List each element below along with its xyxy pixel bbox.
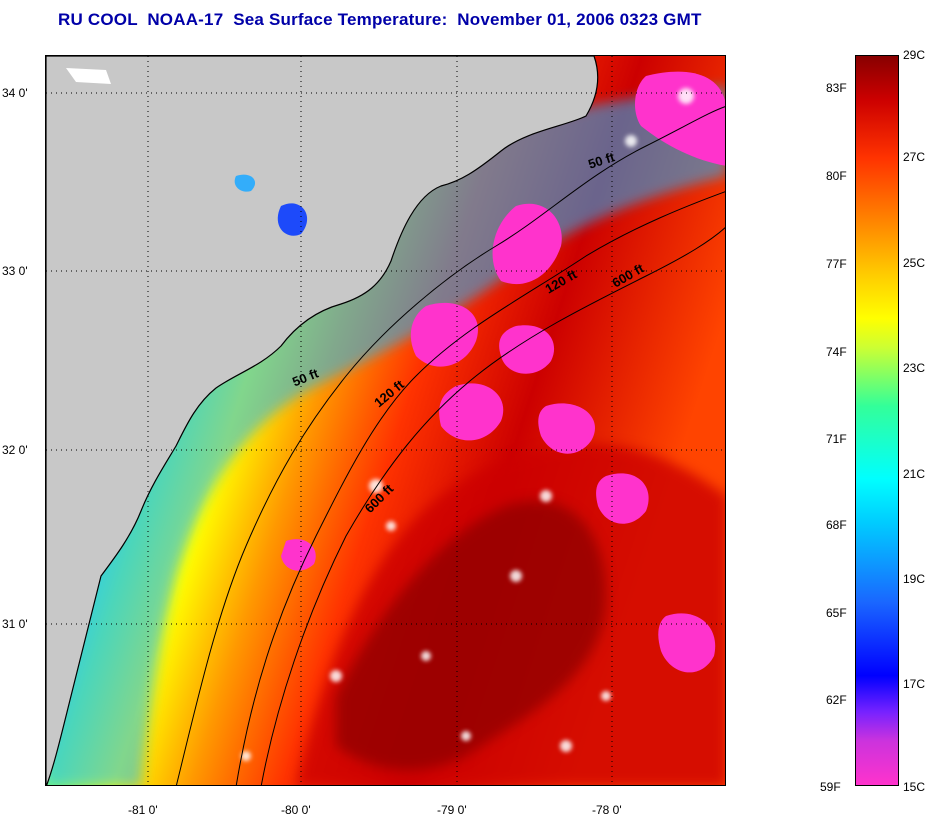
colorbar-c-label: 25C	[903, 256, 926, 270]
colorbar-c-label: 29C	[903, 48, 926, 62]
lat-label-32: 32 0'	[2, 443, 28, 457]
colorbar-c-label: 17C	[903, 677, 926, 691]
colorbar-f-label: 80F	[826, 169, 847, 183]
colorbar-f-label: 59F	[820, 780, 841, 794]
inland-lake	[277, 203, 308, 236]
colorbar-c-label: 15C	[903, 780, 926, 794]
colorbar-f-label: 77F	[826, 257, 847, 271]
colorbar-f-label: 68F	[826, 518, 847, 532]
gulf-stream-hot-core	[336, 500, 606, 770]
colorbar-f-label: 71F	[826, 432, 847, 446]
lat-label-33: 33 0'	[2, 264, 28, 278]
lon-label-78: -78 0'	[592, 803, 622, 817]
lon-label-80: -80 0'	[281, 803, 311, 817]
colorbar-c-label: 21C	[903, 467, 926, 481]
colorbar-f-label: 74F	[826, 345, 847, 359]
land-mass	[46, 56, 599, 785]
colorbar-c-label: 23C	[903, 361, 926, 375]
inland-water	[66, 68, 111, 84]
colorbar-f-label: 62F	[826, 693, 847, 707]
colorbar-f-label: 65F	[826, 606, 847, 620]
depth-contours	[175, 106, 725, 785]
sst-map-canvas	[46, 56, 725, 785]
lat-label-31: 31 0'	[2, 617, 28, 631]
colorbar-c-label: 19C	[903, 572, 926, 586]
colorbar-f-label: 83F	[826, 81, 847, 95]
inland-lake	[234, 174, 256, 192]
graticule	[46, 56, 725, 785]
sst-map: 50 ft 120 ft 600 ft 50 ft 120 ft 600 ft	[45, 55, 726, 786]
lat-label-34: 34 0'	[2, 86, 28, 100]
temperature-colorbar	[855, 55, 899, 786]
lon-label-79: -79 0'	[437, 803, 467, 817]
lon-label-81: -81 0'	[128, 803, 158, 817]
cloud-mask	[281, 71, 725, 673]
colorbar-c-label: 27C	[903, 150, 926, 164]
chart-title: RU COOL NOAA-17 Sea Surface Temperature:…	[58, 10, 702, 29]
